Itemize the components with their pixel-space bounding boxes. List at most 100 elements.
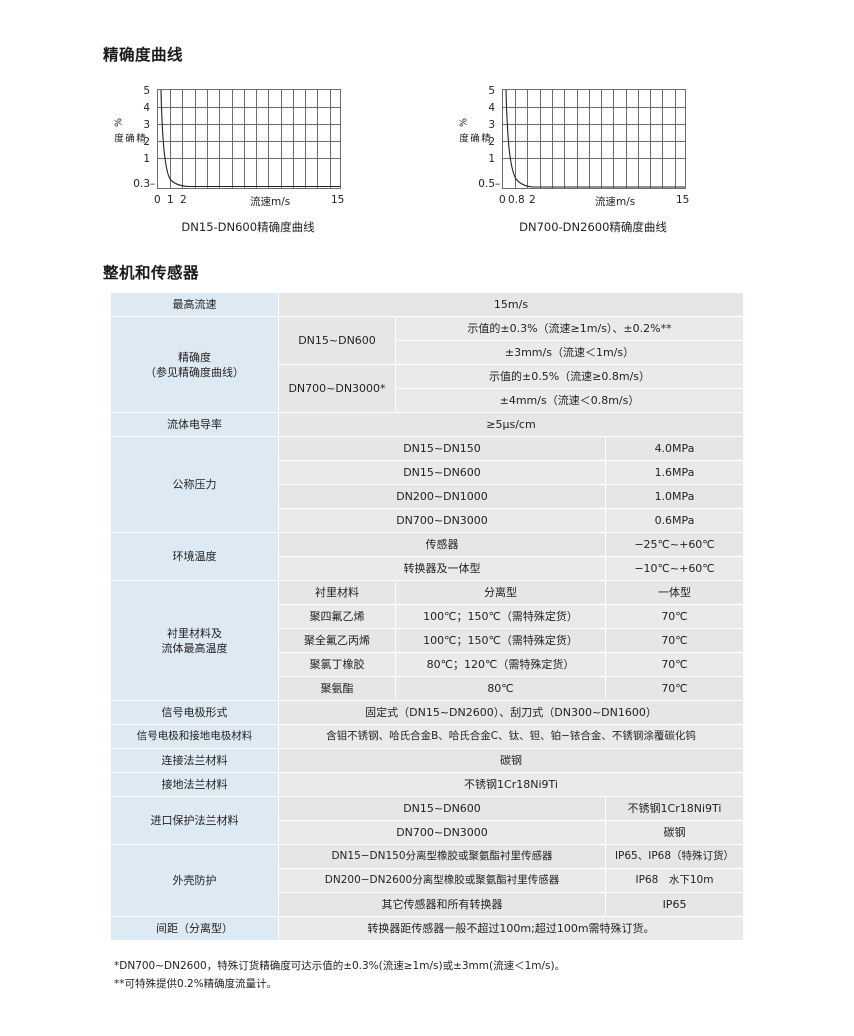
chart2-ytick-2: 2 bbox=[488, 136, 495, 148]
chart2-x-axis-label: 流速m/s bbox=[595, 196, 636, 208]
row-label-ambient-temperature: 环境温度 bbox=[110, 532, 279, 581]
lining-separate-1: 100℃；150℃（需特殊定货） bbox=[395, 604, 606, 629]
lining-integral-4: 70℃ bbox=[605, 676, 744, 701]
table-row-ambient-2: 转换器及一体型 −10℃~+60℃ bbox=[111, 556, 744, 581]
lining-col-header-material: 衬里材料 bbox=[278, 580, 396, 605]
table-row-electrode-material: 信号电极和接地电极材料 含钼不锈钢、哈氏合金B、哈氏合金C、钛、钽、铂−铱合金、… bbox=[110, 724, 744, 749]
lining-label-line1: 衬里材料及 bbox=[167, 626, 222, 640]
table-row-accuracy-3: DN700~DN3000* 示值的±0.5%（流速≥0.8m/s） bbox=[111, 364, 744, 413]
pressure-value-1: 4.0MPa bbox=[605, 436, 744, 461]
footnote-2: **可特殊提供0.2%精确度流量计。 bbox=[114, 978, 278, 990]
chart1-caption: DN15-DN600精确度曲线 bbox=[181, 220, 315, 234]
inlet-flange-value-2: 碳钢 bbox=[605, 820, 744, 845]
table-row-pressure-1: 公称压力 DN15~DN150 4.0MPa bbox=[110, 436, 744, 533]
chart1-curve-path bbox=[160, 90, 340, 188]
pressure-value-3: 1.0MPa bbox=[605, 484, 744, 509]
pressure-value-2: 1.6MPa bbox=[605, 460, 744, 485]
ambient-value-1: −25℃~+60℃ bbox=[605, 532, 744, 557]
row-label-conductivity: 流体电导率 bbox=[110, 412, 279, 437]
chart2-curve-path bbox=[505, 90, 685, 188]
chart2-ytick-1: 1 bbox=[488, 153, 495, 165]
accuracy-label-line1: 精确度 bbox=[178, 350, 211, 364]
pressure-value-4: 0.6MPa bbox=[605, 508, 744, 533]
footnotes: *DN700~DN2600，特殊订货精确度可达示值的±0.3%(流速≥1m/s)… bbox=[114, 957, 565, 993]
chart2-caption: DN700-DN2600精确度曲线 bbox=[519, 220, 667, 234]
inlet-flange-range-2: DN700~DN3000 bbox=[278, 820, 606, 845]
accuracy-g2-value-2: ±4mm/s（流速＜0.8m/s） bbox=[395, 388, 744, 413]
lining-label-line2: 流体最高温度 bbox=[161, 641, 228, 655]
lining-material-1: 聚四氟乙烯 bbox=[278, 604, 396, 629]
lining-col-header-integral: 一体型 bbox=[605, 580, 744, 605]
chart2-plot-area bbox=[502, 89, 686, 189]
row-value-electrode-form: 固定式（DN15~DN2600）、刮刀式（DN300~DN1600） bbox=[278, 700, 744, 725]
accuracy-g1-value-1: 示值的±0.3%（流速≥1m/s）、±0.2%** bbox=[395, 316, 744, 341]
pressure-range-2: DN15~DN600 bbox=[278, 460, 606, 485]
chart1-xtick-0: 0 bbox=[154, 194, 161, 206]
enclosure-value-3: IP65 bbox=[605, 892, 744, 917]
table-row-connect-flange: 连接法兰材料 碳钢 bbox=[110, 748, 744, 773]
lining-separate-3: 80℃；120℃（需特殊定货） bbox=[395, 652, 606, 677]
table-row-enclosure-2: DN200−DN2600分离型橡胶或聚氨酯衬里传感器 IP68 水下10m bbox=[111, 868, 744, 893]
chart1-ytick-dash: – bbox=[150, 178, 156, 190]
table-row-max-velocity: 最高流速 15m/s bbox=[110, 292, 744, 317]
table-row-distance: 间距（分离型） 转换器距传感器一般不超过100m;超过100m需特殊订货。 bbox=[110, 916, 744, 941]
row-label-max-velocity: 最高流速 bbox=[110, 292, 279, 317]
lining-col-header-separate: 分离型 bbox=[395, 580, 606, 605]
accuracy-g2-value-1: 示值的±0.5%（流速≥0.8m/s） bbox=[395, 364, 744, 389]
chart2-ytick-3: 3 bbox=[488, 119, 495, 131]
specifications-table: 最高流速 15m/s 精确度 （参见精确度曲线） DN15~DN600 示值的±… bbox=[110, 292, 744, 941]
accuracy-group-dn700-dn3000: DN700~DN3000* bbox=[278, 364, 396, 413]
enclosure-desc-2: DN200−DN2600分离型橡胶或聚氨酯衬里传感器 bbox=[278, 868, 606, 893]
table-row-ambient-1: 环境温度 传感器 −25℃~+60℃ bbox=[110, 532, 744, 581]
accuracy-group-dn15-dn600: DN15~DN600 bbox=[278, 316, 396, 365]
enclosure-desc-1: DN15−DN150分离型橡胶或聚氨酯衬里传感器 bbox=[278, 844, 606, 869]
chart2-y-unit: % bbox=[458, 117, 470, 128]
row-value-conductivity: ≥5μs/cm bbox=[278, 412, 744, 437]
table-row-lining-4: 聚氨酯 80℃ 70℃ bbox=[111, 676, 744, 701]
table-row-inlet-flange-2: DN700~DN3000 碳钢 bbox=[111, 820, 744, 845]
table-row-accuracy-4: ±4mm/s（流速＜0.8m/s） bbox=[111, 388, 744, 413]
lining-integral-2: 70℃ bbox=[605, 628, 744, 653]
lining-separate-4: 80℃ bbox=[395, 676, 606, 701]
row-label-inlet-flange: 进口保护法兰材料 bbox=[110, 796, 279, 845]
table-row-ground-flange: 接地法兰材料 不锈钢1Cr18Ni9Ti bbox=[110, 772, 744, 797]
chart1-ytick-1: 1 bbox=[143, 153, 150, 165]
footnote-1: *DN700~DN2600，特殊订货精确度可达示值的±0.3%(流速≥1m/s)… bbox=[114, 960, 566, 972]
pressure-range-3: DN200~DN1000 bbox=[278, 484, 606, 509]
ambient-part-1: 传感器 bbox=[278, 532, 606, 557]
table-row-lining-1: 聚四氟乙烯 100℃；150℃（需特殊定货） 70℃ bbox=[111, 604, 744, 629]
row-label-distance: 间距（分离型） bbox=[110, 916, 279, 941]
chart1-plot-area bbox=[157, 89, 341, 189]
lining-integral-1: 70℃ bbox=[605, 604, 744, 629]
table-row-conductivity: 流体电导率 ≥5μs/cm bbox=[110, 412, 744, 437]
chart2-xtick-2: 2 bbox=[529, 194, 536, 206]
lining-material-2: 聚全氟乙丙烯 bbox=[278, 628, 396, 653]
row-value-electrode-material: 含钼不锈钢、哈氏合金B、哈氏合金C、钛、钽、铂−铱合金、不锈钢涂覆碳化钨 bbox=[278, 724, 744, 749]
chart2-ytick-0.5: 0.5 bbox=[478, 178, 495, 190]
chart1-ytick-5: 5 bbox=[143, 85, 150, 97]
page-title-meter-and-sensor: 整机和传感器 bbox=[103, 264, 200, 282]
chart1-ytick-4: 4 bbox=[143, 102, 150, 114]
row-label-ground-flange: 接地法兰材料 bbox=[110, 772, 279, 797]
pressure-range-1: DN15~DN150 bbox=[278, 436, 606, 461]
row-label-lining-material: 衬里材料及 流体最高温度 bbox=[110, 580, 279, 701]
table-row-lining-3: 聚氯丁橡胶 80℃；120℃（需特殊定货） 70℃ bbox=[111, 652, 744, 677]
row-label-enclosure-protection: 外壳防护 bbox=[110, 844, 279, 917]
enclosure-desc-3: 其它传感器和所有转换器 bbox=[278, 892, 606, 917]
table-row-inlet-flange-1: 进口保护法兰材料 DN15~DN600 不锈钢1Cr18Ni9Ti bbox=[110, 796, 744, 845]
row-label-nominal-pressure: 公称压力 bbox=[110, 436, 279, 533]
page-title-accuracy-curves: 精确度曲线 bbox=[103, 46, 184, 64]
row-label-connect-flange: 连接法兰材料 bbox=[110, 748, 279, 773]
table-row-pressure-2: DN15~DN600 1.6MPa bbox=[111, 460, 744, 485]
accuracy-label-line2: （参见精确度曲线） bbox=[145, 365, 244, 379]
row-label-accuracy: 精确度 （参见精确度曲线） bbox=[110, 316, 279, 413]
chart1-ytick-0.3: 0.3 bbox=[133, 178, 150, 190]
row-value-max-velocity: 15m/s bbox=[278, 292, 744, 317]
inlet-flange-value-1: 不锈钢1Cr18Ni9Ti bbox=[605, 796, 744, 821]
enclosure-value-2: IP68 水下10m bbox=[605, 868, 744, 893]
chart1-xtick-2: 2 bbox=[180, 194, 187, 206]
chart1-ytick-3: 3 bbox=[143, 119, 150, 131]
ambient-part-2: 转换器及一体型 bbox=[278, 556, 606, 581]
lining-material-3: 聚氯丁橡胶 bbox=[278, 652, 396, 677]
lining-separate-2: 100℃；150℃（需特殊定货） bbox=[395, 628, 606, 653]
